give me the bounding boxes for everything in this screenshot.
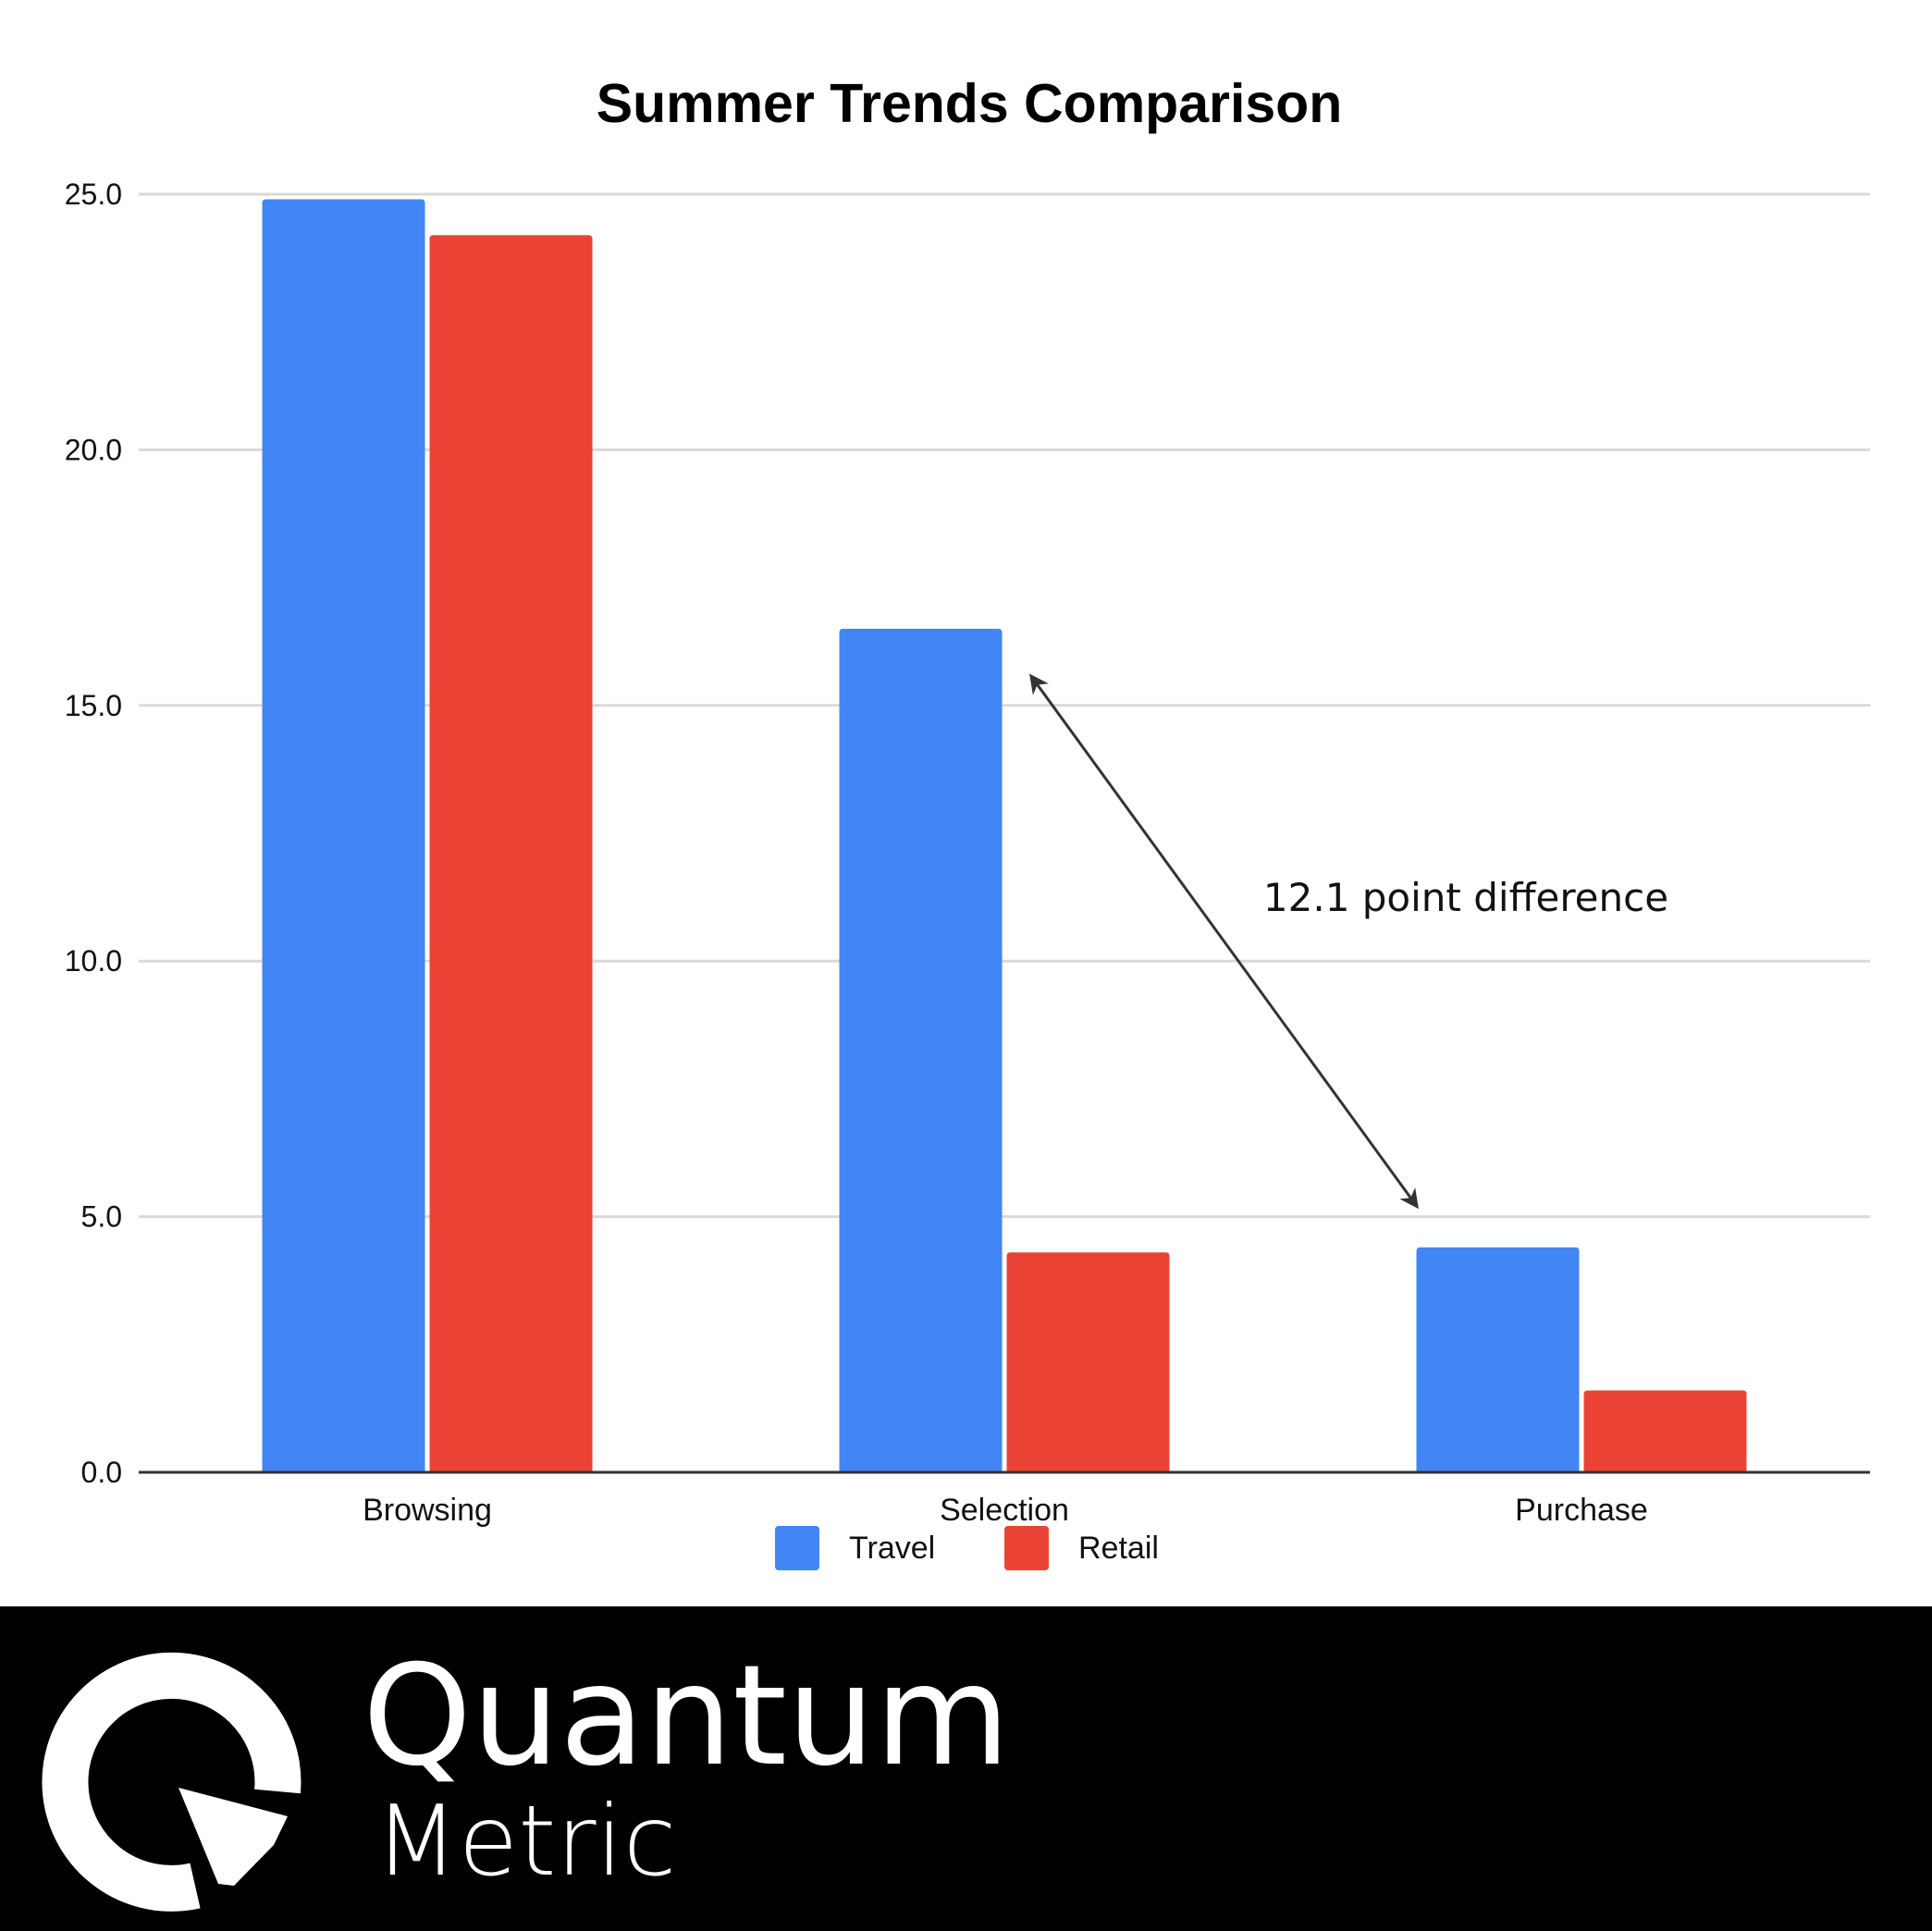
difference-arrow (1029, 673, 1419, 1210)
bar-retail-selection (1006, 1252, 1170, 1472)
y-tick-label: 20.0 (65, 433, 122, 466)
x-tick-label: Browsing (363, 1493, 492, 1528)
y-tick-label: 10.0 (65, 944, 122, 978)
bar-retail-purchase (1583, 1390, 1747, 1472)
chart-canvas: 0.0 5.0 10.0 15.0 20.0 25.0 Browsing Selection… (65, 73, 1870, 1570)
x-tick-label: Selection (940, 1493, 1069, 1528)
logo-ring-shape (42, 1652, 301, 1912)
chart-area: 0.0 5.0 10.0 15.0 20.0 25.0 Browsing Selection… (64, 73, 1870, 1570)
legend-swatch-travel (775, 1526, 819, 1570)
annotation-label: 12.1 point difference (1263, 875, 1668, 920)
bar-travel-selection (839, 628, 1003, 1472)
y-tick-label: 25.0 (65, 178, 122, 211)
legend-label-travel: Travel (849, 1531, 935, 1566)
bar-retail-browsing (429, 235, 593, 1472)
y-tick-label: 0.0 (81, 1456, 122, 1489)
bars (262, 199, 1747, 1473)
annotation: 12.1 point difference (1029, 673, 1668, 1210)
legend-swatch-retail (1004, 1526, 1049, 1570)
chart-title: Summer Trends Comparison (597, 73, 1343, 134)
y-tick-label: 15.0 (65, 689, 122, 722)
legend-label-retail: Retail (1078, 1531, 1159, 1566)
brand-footer-canvas: Quantum Metric (42, 1636, 1010, 1912)
quantum-metric-logo-icon (42, 1652, 301, 1912)
x-axis-ticks: Browsing Selection Purchase (363, 1493, 1648, 1528)
y-tick-label: 5.0 (81, 1200, 122, 1234)
legend: Travel Retail (775, 1526, 1159, 1570)
y-axis-ticks: 0.0 5.0 10.0 15.0 20.0 25.0 (65, 178, 122, 1489)
gridlines (139, 192, 1870, 1219)
bar-travel-purchase (1416, 1247, 1580, 1472)
brand-word-quantum: Quantum (363, 1636, 1010, 1797)
brand-footer: Quantum Metric (0, 1606, 1932, 1931)
x-tick-label: Purchase (1515, 1493, 1648, 1528)
bar-travel-browsing (262, 199, 425, 1473)
logo-wedge-shape (178, 1788, 288, 1886)
brand-word-metric: Metric (375, 1785, 676, 1898)
